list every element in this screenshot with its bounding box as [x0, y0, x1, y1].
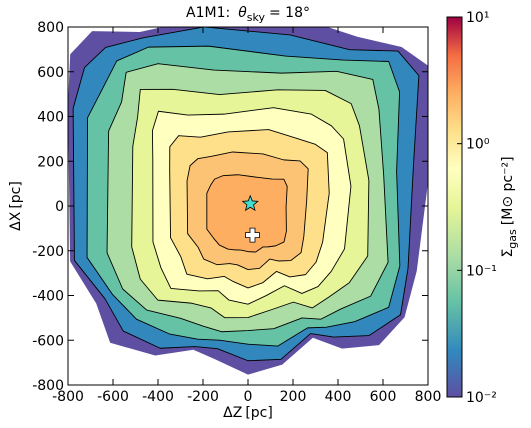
markers: [241, 194, 260, 243]
colorbar-label: Σgas [M⊙ pc⁻²]: [500, 156, 519, 257]
y-tick-label: -400: [32, 289, 64, 305]
y-label-symbol: ΔX: [8, 211, 24, 231]
density-contour: [206, 174, 288, 253]
density-map: [68, 27, 428, 375]
y-tick-label: 400: [37, 110, 64, 126]
x-tick-label: 600: [370, 389, 397, 405]
x-tick-label: 400: [325, 389, 352, 405]
x-tick-label: 0: [244, 389, 253, 405]
x-label-symbol: ΔZ: [223, 405, 242, 421]
x-tick-label: -400: [142, 389, 174, 405]
chart-title: A1M1: θsky = 18°: [186, 5, 310, 24]
x-axis-label: ΔZ [pc]: [223, 405, 273, 421]
y-tick-label: 600: [37, 65, 64, 81]
title-subscript: sky: [247, 11, 266, 24]
y-tick-label: -200: [32, 244, 64, 260]
colorbar-tick-label: 10⁻²: [466, 390, 497, 406]
star-marker: [241, 194, 259, 212]
y-tick-label: -800: [32, 378, 64, 394]
cross-marker: [245, 227, 260, 243]
cbar-symbol: Σ: [500, 249, 516, 258]
y-tick-label: 800: [37, 20, 64, 36]
x-tick-label: -800: [52, 389, 84, 405]
y-tick-label: 200: [37, 154, 64, 170]
x-tick-label: 200: [280, 389, 307, 405]
cbar-subscript: gas: [506, 229, 519, 249]
x-tick-label: -600: [97, 389, 129, 405]
colorbar-tick-label: 10⁰: [466, 137, 490, 153]
x-label-unit: [pc]: [245, 405, 273, 421]
colorbar-tick-label: 10⁻¹: [466, 263, 497, 279]
colorbar: [446, 16, 463, 398]
y-tick-label: 0: [55, 199, 64, 215]
title-prefix: A1M1:: [186, 5, 230, 21]
colorbar-tick-label: 10¹: [466, 10, 489, 26]
y-tick-label: -600: [32, 333, 64, 349]
x-tick-label: -200: [187, 389, 219, 405]
cbar-unit: [M⊙ pc⁻²]: [500, 156, 516, 225]
title-symbol: θ: [238, 5, 247, 21]
y-axis-label: ΔX [pc]: [8, 181, 24, 231]
title-suffix: = 18°: [269, 5, 310, 21]
y-label-unit: [pc]: [8, 181, 24, 209]
x-tick-label: 800: [415, 389, 442, 405]
